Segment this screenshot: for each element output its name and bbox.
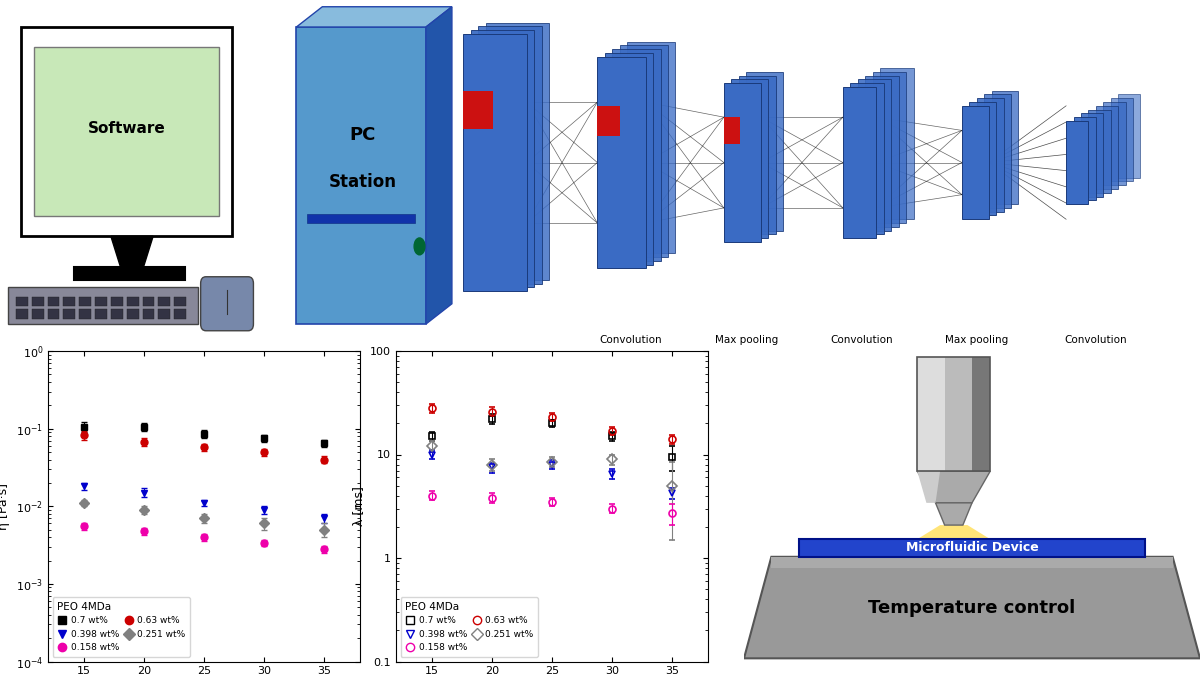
Polygon shape xyxy=(936,503,972,525)
Bar xyxy=(95,297,107,306)
Bar xyxy=(944,357,972,471)
Bar xyxy=(1088,109,1111,193)
Bar xyxy=(746,72,784,231)
Polygon shape xyxy=(917,471,940,503)
Bar xyxy=(158,309,170,319)
Text: Microfluidic Device: Microfluidic Device xyxy=(906,541,1038,554)
Bar xyxy=(64,309,76,319)
Bar xyxy=(1081,113,1103,196)
Bar xyxy=(598,57,646,269)
Y-axis label: η [Pa·s]: η [Pa·s] xyxy=(0,483,11,530)
Bar xyxy=(74,267,185,280)
Bar xyxy=(35,47,220,216)
Bar xyxy=(628,42,676,253)
Bar xyxy=(127,297,139,306)
Bar xyxy=(605,53,653,265)
Bar xyxy=(31,309,43,319)
Polygon shape xyxy=(917,471,990,503)
Bar xyxy=(110,297,122,306)
Bar xyxy=(977,99,1003,212)
Bar xyxy=(1111,99,1133,182)
Text: Temperature control: Temperature control xyxy=(869,599,1075,616)
Y-axis label: λ [ms]: λ [ms] xyxy=(352,486,365,526)
Bar xyxy=(463,34,527,291)
Polygon shape xyxy=(110,236,154,270)
Bar xyxy=(972,357,990,471)
Bar xyxy=(158,297,170,306)
Bar xyxy=(16,309,28,319)
Bar xyxy=(1103,102,1126,185)
Bar xyxy=(127,309,139,319)
Bar xyxy=(479,26,541,284)
Bar xyxy=(612,49,661,261)
Polygon shape xyxy=(899,525,1008,551)
Bar xyxy=(486,23,550,279)
Bar xyxy=(307,215,415,223)
Bar xyxy=(880,68,913,219)
Legend: 0.7 wt%, 0.398 wt%, 0.158 wt%, 0.63 wt%, 0.251 wt%: 0.7 wt%, 0.398 wt%, 0.158 wt%, 0.63 wt%,… xyxy=(53,597,190,657)
Text: Station: Station xyxy=(329,173,396,191)
Bar xyxy=(1118,95,1140,178)
Text: Convolution: Convolution xyxy=(600,335,662,345)
Bar xyxy=(799,539,1145,557)
Bar xyxy=(772,557,1172,568)
Text: Software: Software xyxy=(88,121,166,136)
Bar xyxy=(865,76,899,227)
Bar xyxy=(470,30,534,288)
Text: Max pooling: Max pooling xyxy=(946,335,1008,345)
Polygon shape xyxy=(426,7,452,324)
Polygon shape xyxy=(744,557,1200,658)
Bar xyxy=(724,83,761,242)
Bar xyxy=(917,357,990,471)
Circle shape xyxy=(414,238,425,255)
Bar xyxy=(1096,106,1118,189)
Bar xyxy=(917,357,944,471)
Bar xyxy=(110,309,122,319)
Bar xyxy=(95,309,107,319)
Text: Convolution: Convolution xyxy=(1064,335,1127,345)
Bar xyxy=(598,106,619,136)
Polygon shape xyxy=(296,7,452,27)
Bar xyxy=(143,309,155,319)
Text: Convolution: Convolution xyxy=(830,335,893,345)
Bar xyxy=(16,297,28,306)
Bar xyxy=(858,80,892,231)
Bar xyxy=(143,297,155,306)
Bar xyxy=(31,297,43,306)
Bar xyxy=(724,117,740,144)
Legend: 0.7 wt%, 0.398 wt%, 0.158 wt%, 0.63 wt%, 0.251 wt%: 0.7 wt%, 0.398 wt%, 0.158 wt%, 0.63 wt%,… xyxy=(401,597,538,657)
Bar xyxy=(1074,117,1096,200)
Bar xyxy=(991,90,1019,204)
Bar xyxy=(851,83,883,234)
Bar xyxy=(962,106,989,219)
FancyBboxPatch shape xyxy=(200,277,253,331)
Bar xyxy=(842,87,876,238)
Bar xyxy=(174,309,186,319)
Bar xyxy=(48,297,59,306)
Bar xyxy=(64,297,76,306)
Bar xyxy=(984,95,1012,208)
Bar xyxy=(731,80,768,238)
Text: PC: PC xyxy=(349,126,376,144)
Bar xyxy=(872,72,906,223)
Bar xyxy=(463,90,493,128)
Bar xyxy=(970,102,996,215)
Bar xyxy=(79,297,91,306)
Text: Max pooling: Max pooling xyxy=(714,335,778,345)
Bar xyxy=(8,287,198,324)
Bar xyxy=(296,27,426,324)
Bar xyxy=(739,76,776,234)
Bar xyxy=(174,297,186,306)
Bar xyxy=(48,309,59,319)
Bar xyxy=(1066,121,1088,204)
Bar xyxy=(619,45,668,257)
Bar xyxy=(79,309,91,319)
Bar xyxy=(22,27,233,236)
Bar xyxy=(926,357,990,471)
